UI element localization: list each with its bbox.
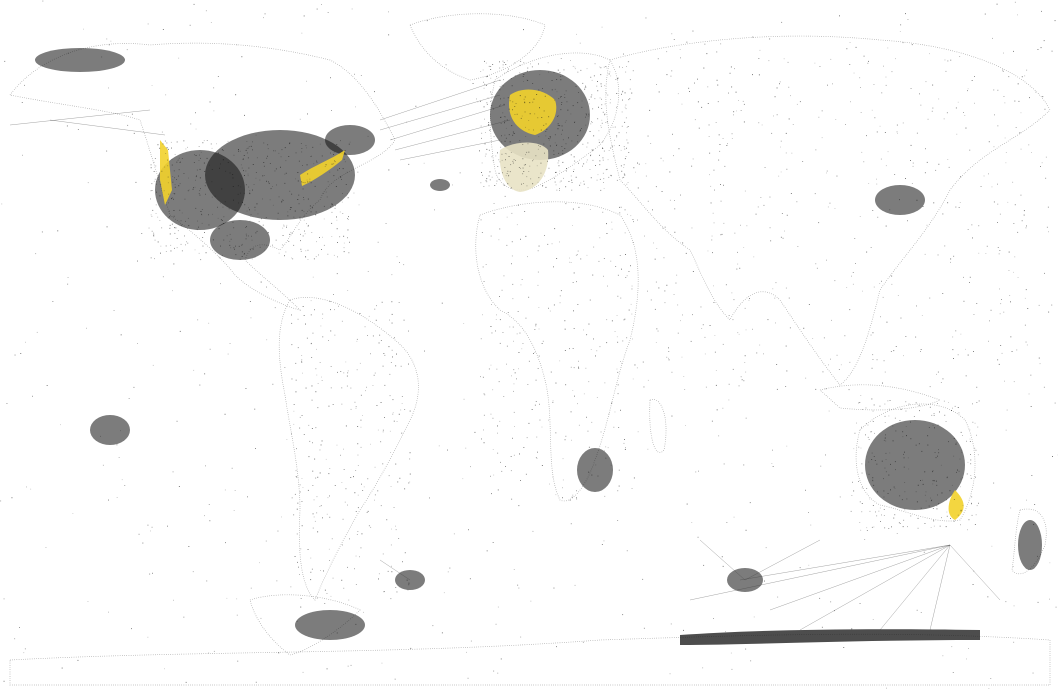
africa-landmass (475, 201, 639, 502)
antarctic-peninsula (249, 594, 361, 656)
north-america-density (35, 48, 375, 260)
antarctica-density (680, 629, 980, 645)
flight-routes (9, 79, 1001, 631)
australia-landmass (855, 403, 976, 522)
asia-landmass (605, 35, 1051, 386)
greenland-landmass (409, 13, 546, 81)
europe-density (430, 70, 590, 192)
south-america-landmass (278, 297, 419, 601)
australia-density (865, 420, 965, 520)
other-density-clusters (90, 185, 1042, 640)
